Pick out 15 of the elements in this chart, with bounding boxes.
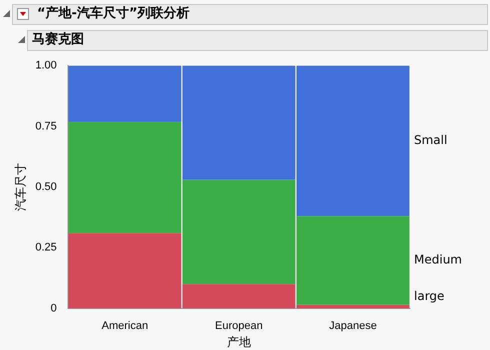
y-axis-title: 汽车尺寸 <box>14 163 28 211</box>
series-label: Small <box>414 132 448 147</box>
y-tick-label: 1.00 <box>35 60 57 72</box>
y-tick-label: 0.50 <box>35 181 57 194</box>
x-tick-label: American <box>102 320 148 332</box>
y-tick-label: 0.25 <box>35 242 57 254</box>
chart-subtitle: 马赛克图 <box>32 32 84 47</box>
series-label: large <box>414 288 444 303</box>
chart-title: “产地-汽车尺寸”列联分析 <box>37 6 190 21</box>
y-tick-label: 0.75 <box>35 120 57 132</box>
y-tick-label: 0 <box>50 302 57 314</box>
x-tick-label: Japanese <box>329 320 377 332</box>
series-label: Medium <box>414 252 462 267</box>
x-axis-title: 产地 <box>226 335 251 350</box>
x-tick-label: European <box>215 320 263 332</box>
